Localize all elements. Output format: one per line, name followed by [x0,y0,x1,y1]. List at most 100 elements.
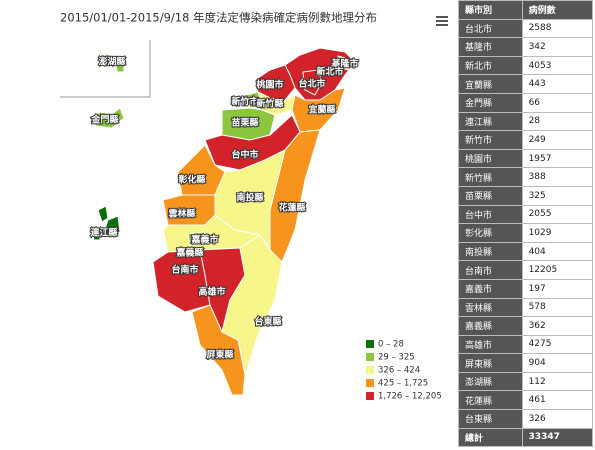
region-label: 雲林縣 [168,208,195,220]
legend-label: 425 – 1,725 [378,379,428,389]
cell-name: 台中市 [458,204,523,225]
legend-swatch [366,379,374,387]
region [191,304,246,396]
cell-name: 彰化縣 [458,223,523,243]
table-row: 宜蘭縣 443 [458,74,594,94]
cell-name: 屏東縣 [458,353,523,373]
cell-value: 1957 [521,148,594,169]
cell-name: 新竹縣 [458,167,523,187]
legend-swatch [366,366,374,374]
region-label: 台南市 [171,264,198,276]
table-row: 金門縣 66 [458,92,594,113]
region-label: 嘉義市 [190,234,218,246]
region [187,231,207,246]
table-row: 台北市 2588 [458,18,594,39]
cell-value: 2055 [521,204,594,225]
cell-name: 金門縣 [458,92,523,113]
region-label: 屏東縣 [206,349,233,361]
region-label: 新北市 [316,66,343,78]
region [302,69,323,96]
legend: 0 – 28 29 – 325 326 – 424 425 – 1,725 1,726 … [366,340,442,402]
region-label: 基隆市 [330,58,358,70]
table-row: 新竹市 249 [458,130,594,150]
cell-value: 443 [521,74,594,94]
cell-name: 縣市別 [458,0,523,20]
cell-name: 南投縣 [458,241,523,262]
cell-value: 112 [521,371,594,392]
cell-name: 雲林縣 [458,297,523,318]
legend-label: 0 – 28 [378,340,404,350]
cell-value: 342 [521,37,594,57]
cell-value: 461 [521,390,594,411]
table-row: 嘉義縣 362 [458,316,594,336]
map: 2015/01/01-2015/9/18 年度法定傳染病確定病例數地理分布 台北… [60,11,448,402]
cell-value: 4053 [521,55,594,76]
cell-value: 904 [521,353,594,373]
region [245,91,263,109]
table-row: 總計 33347 [458,427,594,448]
legend-label: 326 – 424 [378,366,420,376]
cell-name: 苗栗縣 [458,185,523,206]
region-label: 新竹市 [231,96,258,108]
cell-name: 台北市 [458,18,523,39]
regions [89,47,356,396]
legend-swatch [366,353,374,361]
cell-value: 1029 [521,223,594,243]
table-row: 屏東縣 904 [458,353,594,373]
cell-value: 4275 [521,334,594,355]
inset-divider [60,40,151,98]
region-label: 金門縣 [90,114,118,126]
legend-swatch [366,340,374,348]
legend-label: 1,726 – 12,205 [378,392,442,402]
table-row: 台南市 12205 [458,260,594,280]
cell-name: 新北市 [458,55,523,76]
region-label: 桃園市 [256,79,283,91]
cell-value: 388 [521,167,594,187]
cell-value: 197 [521,278,594,299]
table-row: 嘉義市 197 [458,278,594,299]
table-row: 新北市 4053 [458,55,594,76]
case-table: 縣市別 病例數 台北市 2588 基隆市 342 新北市 4053 宜蘭縣 443 金門縣 66 連江縣… [458,0,594,448]
region [291,87,346,133]
region-label: 新竹縣 [256,98,283,110]
region-label: 台東縣 [254,316,281,328]
cell-value: 66 [521,92,594,113]
table-row: 桃園市 1957 [458,148,594,169]
cell-value: 578 [521,297,594,318]
table-row: 縣市別 病例數 [458,0,594,20]
cell-value: 病例數 [521,0,594,20]
cell-value: 2588 [521,18,594,39]
table-row: 連江縣 28 [458,111,594,132]
region-label: 連江縣 [90,227,117,239]
region-label: 彰化縣 [178,174,205,186]
table-row: 彰化縣 1029 [458,223,594,243]
region-label: 台中市 [231,149,258,161]
cell-value: 12205 [521,260,594,280]
cell-name: 桃園市 [458,148,523,169]
table-row: 南投縣 404 [458,241,594,262]
legend-label: 29 – 325 [378,353,415,363]
cell-name: 宜蘭縣 [458,74,523,94]
cell-name: 連江縣 [458,111,523,132]
region-label: 澎湖縣 [98,56,125,68]
region-label: 嘉義縣 [175,247,203,259]
cell-name: 總計 [458,427,523,448]
region-label: 苗栗縣 [231,117,258,129]
cell-name: 台東縣 [458,409,523,429]
region-label: 宜蘭縣 [308,104,335,116]
region-label: 台北市 [298,78,325,90]
table-row: 高雄市 4275 [458,334,594,355]
cell-name: 基隆市 [458,37,523,57]
region-label: 高雄市 [198,286,225,298]
table-row: 基隆市 342 [458,37,594,57]
cell-value: 28 [521,111,594,132]
menu-icon[interactable] [436,16,448,26]
table-row: 澎湖縣 112 [458,371,594,392]
cell-name: 高雄市 [458,334,523,355]
region [89,107,125,129]
cell-value: 33347 [521,427,594,448]
cell-value: 326 [521,409,594,429]
cell-name: 台南市 [458,260,523,280]
